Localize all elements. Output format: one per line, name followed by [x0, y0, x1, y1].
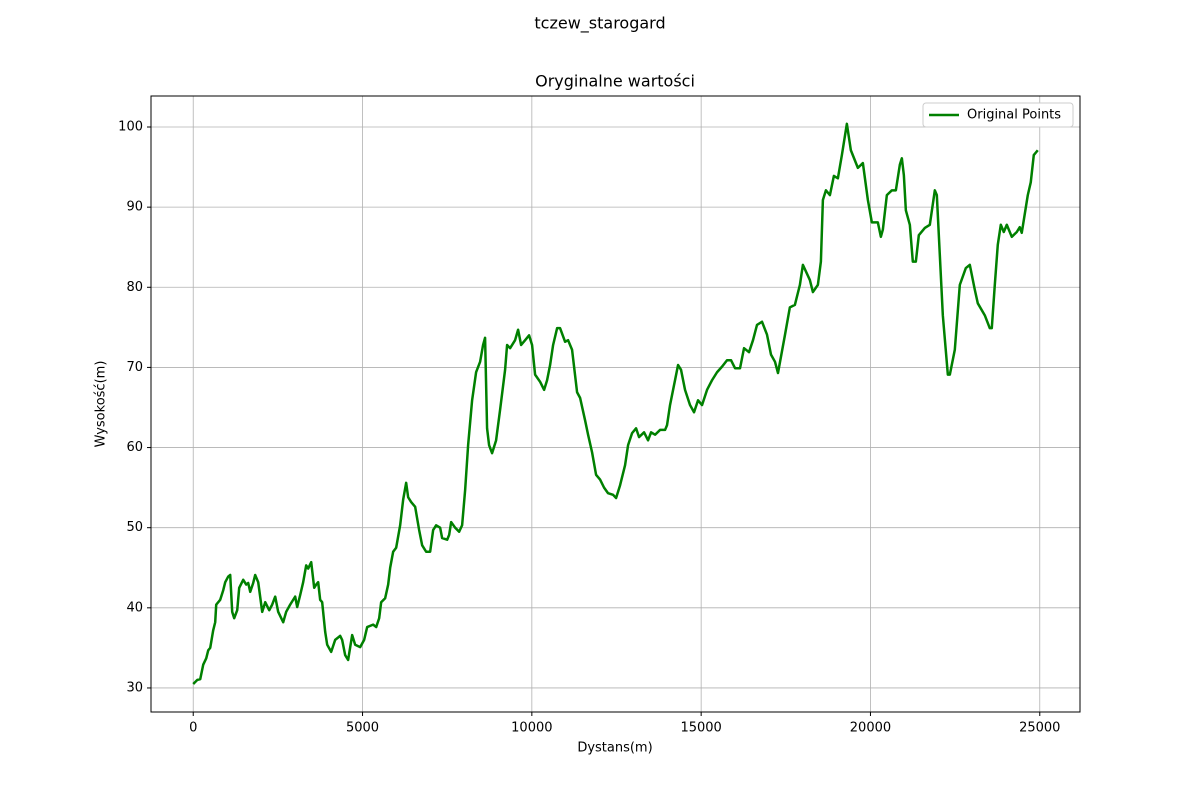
y-tick-label: 40: [126, 600, 143, 615]
legend-box: [922, 102, 1074, 128]
x-tick-label: 15000: [680, 721, 721, 736]
y-tick-label: 70: [126, 360, 143, 375]
legend-label: Original Points: [967, 108, 1061, 123]
suptitle: tczew_starogard: [534, 14, 665, 34]
x-tick-label: 0: [189, 721, 197, 736]
y-tick-label: 30: [126, 680, 143, 695]
x-axis-label: Dystans(m): [577, 741, 652, 756]
line: [192, 122, 1039, 685]
y-axis-label: Wysokość(m): [94, 361, 109, 448]
plot-frame: [150, 95, 1081, 713]
y-tick-label: 50: [126, 520, 143, 535]
y-tick-label: 60: [126, 440, 143, 455]
chart-title: Oryginalne wartości: [535, 72, 695, 91]
x-tick-label: 10000: [511, 721, 552, 736]
y-tick-label: 90: [126, 200, 143, 215]
x-tick-label: 25000: [1019, 721, 1060, 736]
x-tick-label: 5000: [346, 721, 379, 736]
y-tick-label: 80: [126, 280, 143, 295]
y-tick-label: 100: [118, 120, 143, 135]
x-tick-label: 20000: [850, 721, 891, 736]
